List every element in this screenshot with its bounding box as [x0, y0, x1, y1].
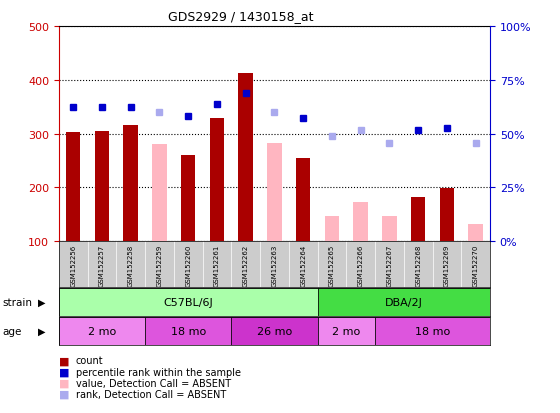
- Text: GSM152260: GSM152260: [185, 244, 191, 286]
- Text: rank, Detection Call = ABSENT: rank, Detection Call = ABSENT: [76, 389, 226, 399]
- Text: GSM152256: GSM152256: [70, 244, 76, 286]
- Text: GSM152262: GSM152262: [242, 244, 249, 286]
- Text: ▶: ▶: [38, 297, 46, 307]
- Text: 2 mo: 2 mo: [332, 326, 361, 336]
- Bar: [209, 119, 224, 242]
- Text: ■: ■: [59, 389, 69, 399]
- Text: GSM152257: GSM152257: [99, 244, 105, 286]
- Text: value, Detection Call = ABSENT: value, Detection Call = ABSENT: [76, 378, 231, 388]
- Text: GSM152267: GSM152267: [386, 244, 393, 286]
- Text: ■: ■: [59, 367, 69, 377]
- Text: GSM152263: GSM152263: [272, 244, 277, 286]
- Text: GSM152258: GSM152258: [128, 244, 134, 286]
- Bar: [145, 317, 231, 345]
- Bar: [66, 133, 81, 242]
- Text: ▶: ▶: [38, 326, 46, 336]
- Text: GSM152269: GSM152269: [444, 244, 450, 286]
- Text: GSM152264: GSM152264: [300, 244, 306, 286]
- Text: GSM152261: GSM152261: [214, 244, 220, 286]
- Text: GSM152268: GSM152268: [415, 244, 421, 286]
- Bar: [382, 216, 396, 242]
- Bar: [468, 224, 483, 242]
- Bar: [375, 317, 490, 345]
- Text: strain: strain: [3, 297, 33, 307]
- Text: GSM152266: GSM152266: [358, 244, 363, 286]
- Bar: [296, 158, 310, 242]
- Bar: [152, 145, 167, 242]
- Bar: [181, 156, 195, 242]
- Bar: [59, 317, 145, 345]
- Bar: [59, 288, 318, 316]
- Text: GSM152270: GSM152270: [473, 244, 479, 286]
- Text: age: age: [3, 326, 22, 336]
- Text: count: count: [76, 356, 103, 366]
- Bar: [411, 197, 426, 242]
- Text: GSM152259: GSM152259: [156, 244, 162, 286]
- Text: DBA/2J: DBA/2J: [385, 297, 423, 307]
- Text: GSM152265: GSM152265: [329, 244, 335, 286]
- Bar: [353, 203, 368, 242]
- Text: ■: ■: [59, 378, 69, 388]
- Bar: [440, 189, 454, 242]
- Text: 26 mo: 26 mo: [257, 326, 292, 336]
- Bar: [267, 143, 282, 242]
- Bar: [325, 216, 339, 242]
- Bar: [239, 74, 253, 242]
- Text: 2 mo: 2 mo: [88, 326, 116, 336]
- Bar: [95, 131, 109, 242]
- Text: C57BL/6J: C57BL/6J: [164, 297, 213, 307]
- Text: 18 mo: 18 mo: [415, 326, 450, 336]
- Bar: [318, 317, 375, 345]
- Text: 18 mo: 18 mo: [171, 326, 206, 336]
- Text: ■: ■: [59, 356, 69, 366]
- Bar: [123, 126, 138, 242]
- Text: GDS2929 / 1430158_at: GDS2929 / 1430158_at: [168, 10, 314, 23]
- Text: percentile rank within the sample: percentile rank within the sample: [76, 367, 241, 377]
- Bar: [231, 317, 318, 345]
- Bar: [318, 288, 490, 316]
